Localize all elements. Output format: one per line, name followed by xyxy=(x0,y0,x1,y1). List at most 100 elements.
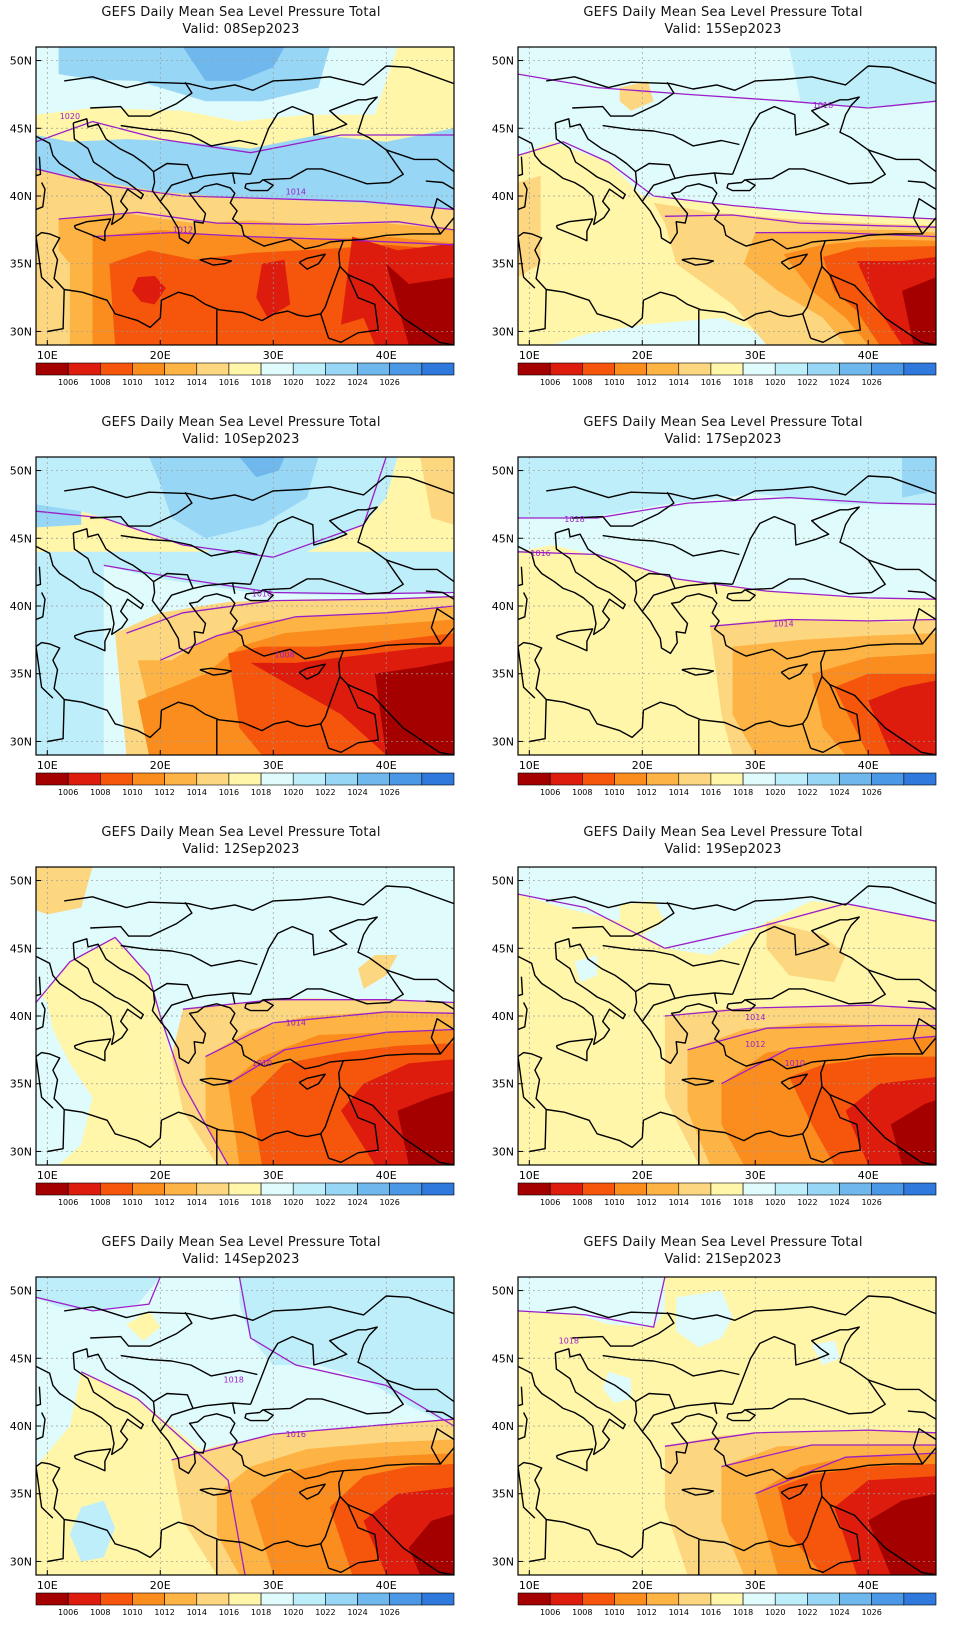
coastline xyxy=(518,1348,826,1559)
colorbar-label: 1010 xyxy=(604,788,624,797)
pressure-fill-region xyxy=(619,80,654,111)
colorbar-swatch xyxy=(67,362,101,376)
colorbar-label: 1006 xyxy=(540,1608,560,1617)
longitude-tick-label: 40E xyxy=(376,1169,397,1182)
longitude-tick-label: 30E xyxy=(745,759,766,772)
coastline xyxy=(64,1295,409,1321)
coastline xyxy=(36,942,144,1046)
coastline xyxy=(385,149,454,173)
panel-title: GEFS Daily Mean Sea Level Pressure Total xyxy=(583,1235,863,1250)
map-panel: 1014 1010 50N 45N 40N 35N 30N 10E 20E 30E 40E 1006 1… xyxy=(0,820,482,1230)
coastline xyxy=(641,587,676,612)
colorbar-label: 1008 xyxy=(572,788,592,797)
coastline xyxy=(425,180,454,190)
isobar-label: 1018 xyxy=(813,101,833,110)
isobar-label: 1016 xyxy=(252,590,272,599)
colorbar-label: 1016 xyxy=(701,378,721,387)
colorbar-label: 1024 xyxy=(347,1198,367,1207)
coastline xyxy=(546,65,891,91)
isobar-line xyxy=(171,1418,454,1461)
colorbar-swatch xyxy=(325,772,358,786)
coastline xyxy=(339,675,454,755)
colorbar-label: 1012 xyxy=(154,788,174,797)
pressure-fill-region xyxy=(868,1493,936,1575)
coastline xyxy=(907,1000,936,1010)
coastline xyxy=(912,608,936,645)
colorbar-label: 1020 xyxy=(765,788,785,797)
coastline xyxy=(912,1018,936,1055)
longitude-tick-label: 40E xyxy=(858,1579,879,1592)
colorbar-swatch xyxy=(228,772,262,786)
coastline xyxy=(36,938,344,1149)
colorbar-swatch xyxy=(646,362,680,376)
panel-valid-date: Valid: 08Sep2023 xyxy=(182,22,300,37)
coastline xyxy=(518,532,626,636)
colorbar-swatch xyxy=(871,362,905,376)
isobar-label: 1016 xyxy=(286,1430,306,1439)
isobar-line xyxy=(518,893,936,949)
coastline xyxy=(867,969,936,993)
coastline xyxy=(821,1495,936,1575)
pressure-map: 1018 50N 45N 40N 35N 30N 10E 20E 30E 40E 1006 1008 1… xyxy=(492,1276,937,1617)
colorbar-label: 1014 xyxy=(187,1198,207,1207)
coastline xyxy=(425,590,454,600)
colorbar-swatch xyxy=(549,362,583,376)
colorbar-label: 1012 xyxy=(636,378,656,387)
longitude-tick-label: 10E xyxy=(519,1169,540,1182)
pressure-fill-region xyxy=(868,680,936,755)
coastline xyxy=(430,608,454,645)
colorbar-swatch xyxy=(839,362,872,376)
coastline xyxy=(199,1077,233,1086)
latitude-tick-label: 35N xyxy=(492,668,514,681)
colorbar-swatch xyxy=(742,772,776,786)
colorbar-label: 1008 xyxy=(90,1198,110,1207)
colorbar-swatch xyxy=(132,772,165,786)
latitude-tick-label: 40N xyxy=(10,1420,32,1433)
colorbar-label: 1014 xyxy=(669,1198,689,1207)
latitude-tick-label: 45N xyxy=(10,532,32,545)
colorbar-label: 1006 xyxy=(58,378,78,387)
colorbar-swatch xyxy=(614,1182,647,1196)
colorbar-swatch xyxy=(582,1592,615,1606)
pressure-fill-region xyxy=(902,277,936,345)
colorbar-label: 1020 xyxy=(765,378,785,387)
latitude-tick-label: 40N xyxy=(10,1010,32,1023)
coastline xyxy=(518,118,826,329)
colorbar-swatch xyxy=(100,362,133,376)
latitude-tick-label: 35N xyxy=(10,1078,32,1091)
coastline xyxy=(780,1483,808,1500)
coastline xyxy=(518,546,519,548)
longitude-tick-label: 20E xyxy=(632,759,653,772)
colorbar-swatch xyxy=(582,772,615,786)
coastline xyxy=(36,156,42,177)
colorbar-label: 1020 xyxy=(765,1608,785,1617)
colorbar-swatch xyxy=(710,362,744,376)
pressure-fill-region xyxy=(397,1090,454,1165)
coastline xyxy=(343,627,454,652)
isobar-label: 1014 xyxy=(286,188,306,197)
map-panel: 1020 1014 1012 50N 45N 40N 35N 30N 10E 20E 30E 40E 1… xyxy=(0,0,482,410)
coastline xyxy=(328,1504,379,1573)
coastline xyxy=(298,1073,326,1090)
colorbar-label: 1012 xyxy=(154,1198,174,1207)
coastline xyxy=(890,1296,936,1315)
colorbar-label: 1010 xyxy=(604,378,624,387)
latitude-tick-label: 30N xyxy=(10,1555,32,1568)
colorbar-swatch xyxy=(421,1592,455,1606)
latitude-tick-label: 40N xyxy=(10,190,32,203)
isobar-line xyxy=(518,73,936,109)
map-panel: 1018 50N 45N 40N 35N 30N 10E 20E 30E 40E 1006 1008 1… xyxy=(482,1230,964,1640)
longitude-tick-label: 30E xyxy=(263,1579,284,1592)
colorbar-swatch xyxy=(260,1592,294,1606)
pressure-fill-region xyxy=(420,457,454,525)
coastline xyxy=(810,1094,861,1163)
coastline xyxy=(825,1447,936,1472)
longitude-tick-label: 30E xyxy=(263,349,284,362)
coastline xyxy=(518,1002,528,1031)
coastline xyxy=(602,124,740,147)
colorbar-label: 1014 xyxy=(187,1608,207,1617)
colorbar-label: 1016 xyxy=(701,1198,721,1207)
coastline xyxy=(518,938,826,1149)
coastline xyxy=(231,172,236,184)
longitude-tick-label: 20E xyxy=(150,349,171,362)
